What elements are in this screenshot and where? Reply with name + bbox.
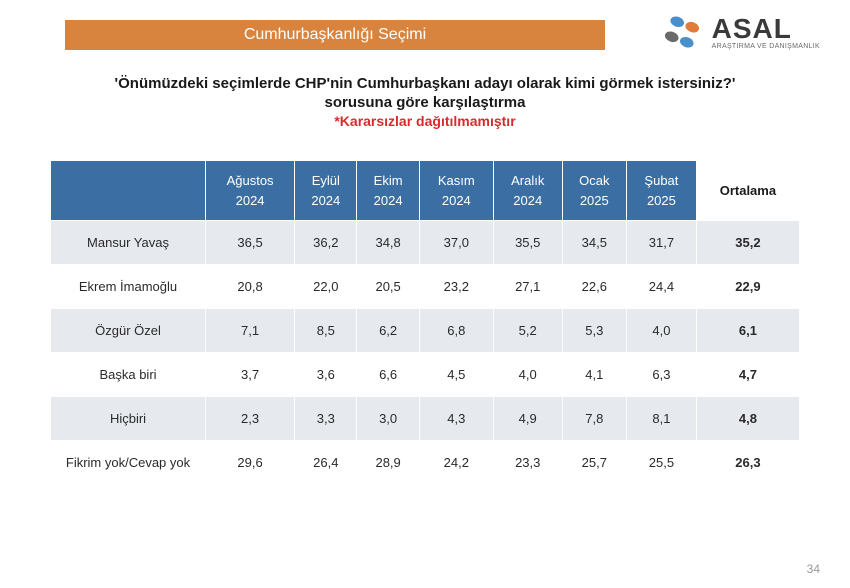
row-label: Mansur Yavaş (51, 221, 206, 265)
data-cell: 3,6 (295, 353, 357, 397)
table-header-cell: Ocak2025 (562, 161, 626, 221)
table-header-cell: Ekim2024 (357, 161, 419, 221)
data-cell: 6,3 (627, 353, 697, 397)
table-row: Ekrem İmamoğlu20,822,020,523,227,122,624… (51, 265, 800, 309)
data-cell: 29,6 (206, 441, 295, 485)
data-cell: 20,8 (206, 265, 295, 309)
data-cell: 35,5 (493, 221, 562, 265)
average-cell: 6,1 (696, 309, 799, 353)
data-cell: 23,2 (419, 265, 493, 309)
row-label: Ekrem İmamoğlu (51, 265, 206, 309)
data-cell: 23,3 (493, 441, 562, 485)
page-number: 34 (807, 562, 820, 576)
average-cell: 4,8 (696, 397, 799, 441)
row-label: Hiçbiri (51, 397, 206, 441)
logo-mark-icon (658, 8, 706, 56)
row-label: Özgür Özel (51, 309, 206, 353)
data-cell: 36,2 (295, 221, 357, 265)
average-cell: 26,3 (696, 441, 799, 485)
average-cell: 22,9 (696, 265, 799, 309)
table-row: Başka biri3,73,66,64,54,04,16,34,7 (51, 353, 800, 397)
logo: ASAL ARAŞTIRMA VE DANIŞMANLIK (658, 8, 820, 56)
header-title: Cumhurbaşkanlığı Seçimi (244, 26, 426, 44)
data-cell: 25,7 (562, 441, 626, 485)
data-cell: 22,6 (562, 265, 626, 309)
data-cell: 3,7 (206, 353, 295, 397)
table-row: Hiçbiri2,33,33,04,34,97,88,14,8 (51, 397, 800, 441)
data-cell: 5,3 (562, 309, 626, 353)
table-header-cell: Şubat2025 (627, 161, 697, 221)
data-cell: 8,5 (295, 309, 357, 353)
data-cell: 4,0 (493, 353, 562, 397)
header-bar: Cumhurbaşkanlığı Seçimi (65, 20, 605, 50)
data-cell: 5,2 (493, 309, 562, 353)
data-cell: 6,2 (357, 309, 419, 353)
row-label: Başka biri (51, 353, 206, 397)
data-cell: 8,1 (627, 397, 697, 441)
logo-sub: ARAŞTIRMA VE DANIŞMANLIK (712, 43, 820, 50)
average-cell: 4,7 (696, 353, 799, 397)
logo-text: ASAL ARAŞTIRMA VE DANIŞMANLIK (712, 15, 820, 50)
data-cell: 20,5 (357, 265, 419, 309)
comparison-table: Ağustos2024Eylül2024Ekim2024Kasım2024Ara… (50, 160, 800, 485)
data-cell: 37,0 (419, 221, 493, 265)
logo-main: ASAL (712, 15, 792, 43)
row-label: Fikrim yok/Cevap yok (51, 441, 206, 485)
data-cell: 6,8 (419, 309, 493, 353)
data-cell: 2,3 (206, 397, 295, 441)
question-block: 'Önümüzdeki seçimlerde CHP'nin Cumhurbaş… (50, 75, 800, 129)
table-head: Ağustos2024Eylül2024Ekim2024Kasım2024Ara… (51, 161, 800, 221)
data-cell: 7,1 (206, 309, 295, 353)
data-cell: 3,3 (295, 397, 357, 441)
average-cell: 35,2 (696, 221, 799, 265)
data-cell: 7,8 (562, 397, 626, 441)
table-row: Fikrim yok/Cevap yok29,626,428,924,223,3… (51, 441, 800, 485)
data-cell: 36,5 (206, 221, 295, 265)
data-cell: 6,6 (357, 353, 419, 397)
data-cell: 4,3 (419, 397, 493, 441)
data-cell: 34,8 (357, 221, 419, 265)
data-cell: 25,5 (627, 441, 697, 485)
table-row: Özgür Özel7,18,56,26,85,25,34,06,1 (51, 309, 800, 353)
data-cell: 4,0 (627, 309, 697, 353)
data-cell: 22,0 (295, 265, 357, 309)
data-cell: 24,2 (419, 441, 493, 485)
data-cell: 3,0 (357, 397, 419, 441)
data-cell: 4,5 (419, 353, 493, 397)
table-body: Mansur Yavaş36,536,234,837,035,534,531,7… (51, 221, 800, 485)
table-row: Mansur Yavaş36,536,234,837,035,534,531,7… (51, 221, 800, 265)
data-cell: 28,9 (357, 441, 419, 485)
table-header-cell: Kasım2024 (419, 161, 493, 221)
table-header-cell (51, 161, 206, 221)
table-header-cell: Aralık2024 (493, 161, 562, 221)
question-line2: sorusuna göre karşılaştırma (50, 94, 800, 111)
table-header-cell: Eylül2024 (295, 161, 357, 221)
data-cell: 31,7 (627, 221, 697, 265)
data-cell: 26,4 (295, 441, 357, 485)
question-line1: 'Önümüzdeki seçimlerde CHP'nin Cumhurbaş… (50, 75, 800, 92)
table-header-cell: Ağustos2024 (206, 161, 295, 221)
data-cell: 34,5 (562, 221, 626, 265)
data-cell: 24,4 (627, 265, 697, 309)
data-cell: 4,9 (493, 397, 562, 441)
table-header-cell: Ortalama (696, 161, 799, 221)
data-cell: 4,1 (562, 353, 626, 397)
question-note: *Kararsızlar dağıtılmamıştır (50, 113, 800, 129)
data-cell: 27,1 (493, 265, 562, 309)
